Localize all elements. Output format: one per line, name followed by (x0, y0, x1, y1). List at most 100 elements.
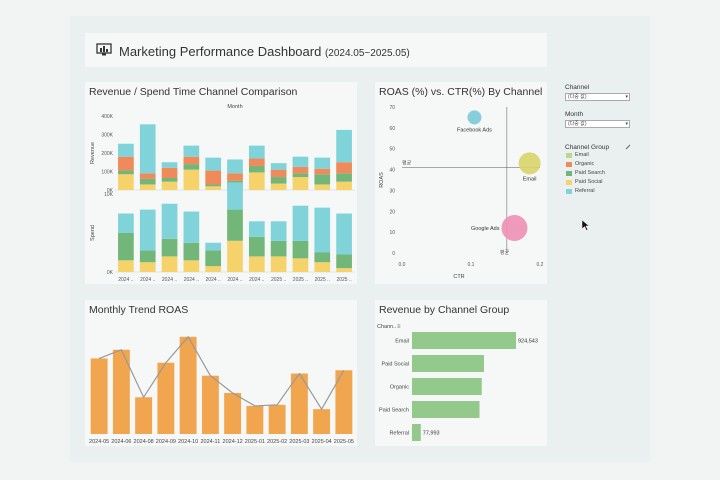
month-tick-label: 2024-08 (134, 439, 154, 445)
legend-item[interactable]: Email (566, 152, 589, 158)
revenue-bar-segment (205, 186, 222, 190)
revenue-bar-segment (336, 181, 352, 190)
month-tick-label: 2025-01 (245, 439, 265, 445)
spend-bar-segment (139, 250, 156, 263)
revenue-bar-segment (248, 145, 265, 159)
legend-label: Referral (575, 188, 595, 194)
channel-group-label: Organic (390, 385, 410, 391)
month-tick-label: 2024-06 (111, 439, 131, 445)
legend-item[interactable]: Paid Social (566, 179, 603, 185)
revenue-bar-segment (336, 162, 352, 174)
revenue-bar-segment (314, 168, 331, 175)
roas-tick-label: 10 (389, 230, 395, 236)
spend-bar-segment (118, 260, 134, 272)
month-tick-label: 2025-02 (267, 439, 287, 445)
spend-bar-segment (314, 252, 331, 263)
ctr-axis-title: CTR (453, 274, 464, 280)
month-tick-label: 2024-05 (89, 439, 109, 445)
revenue-tick-label: 0K (107, 188, 114, 194)
spend-bar-segment (139, 209, 156, 251)
legend-pin-icon[interactable] (625, 144, 631, 150)
bubble-label: Email (523, 176, 537, 182)
roas-bar (201, 375, 219, 434)
revenue-bar-segment (314, 184, 331, 190)
avg-roas-label: 평균 (402, 159, 412, 166)
spend-bar-segment (314, 207, 331, 253)
revenue-bar-segment (183, 164, 200, 170)
legend-item[interactable]: Referral (566, 188, 595, 194)
month-tick-label: 2025-03 (289, 439, 309, 445)
roas-tick-label: 0 (392, 251, 395, 257)
revenue-tick-label: 100K (101, 170, 113, 176)
revenue-bar-segment (292, 177, 309, 190)
legend-swatch (566, 161, 572, 167)
spend-bar-segment (183, 260, 200, 272)
roas-tick-label: 40 (389, 168, 395, 174)
month-tick-label: 2025 .. (271, 277, 286, 283)
month-tick-label: 2024-11 (200, 439, 220, 445)
month-tick-label: 2024 .. (162, 277, 177, 283)
revenue-bar-segment (183, 169, 200, 190)
revenue-bar-segment (248, 172, 265, 190)
channel-revenue-bar (412, 355, 484, 372)
spend-tick-label: 0K (107, 270, 114, 276)
dashboard-header: Marketing Performance Dashboard (2024.05… (85, 33, 547, 67)
spend-bar-segment (270, 240, 287, 257)
spend-bar-segment (183, 242, 200, 261)
roas-tick-label: 60 (389, 126, 395, 132)
spend-bar-segment (248, 221, 265, 237)
legend-item[interactable]: Organic (566, 161, 594, 167)
month-tick-label: 2024-10 (178, 439, 198, 445)
spend-bar-segment (118, 213, 134, 233)
roas-tick-label: 30 (389, 188, 395, 194)
spend-axis-title: Spend (90, 225, 96, 241)
bubble-point (467, 110, 482, 125)
channel-axis-title: Chann.. (377, 324, 397, 330)
roas-bar (246, 405, 264, 434)
channel-revenue-bar (412, 424, 421, 441)
bubble-point (501, 214, 528, 241)
revenue-bar-segment (205, 157, 222, 171)
title-text: Marketing Performance Dashboard (119, 44, 322, 59)
month-tick-label: 2024 .. (227, 277, 242, 283)
roas-bar (290, 373, 308, 434)
revenue-bar-segment (314, 157, 331, 169)
roas-bar (179, 336, 197, 434)
revenue-bar-segment (292, 156, 309, 167)
spend-bar-segment (183, 211, 200, 243)
spend-bar-segment (336, 213, 352, 255)
channel-revenue-bar (412, 378, 482, 395)
revenue-bar-segment (227, 159, 243, 174)
revenue-bar-segment (183, 145, 200, 157)
revenue-bar-segment (161, 162, 178, 168)
month-tick-label: 2025 .. (336, 277, 351, 283)
month-filter-select[interactable]: (다중 값) ▾ (565, 120, 630, 128)
legend-label: Paid Search (575, 170, 605, 176)
roas-bar (90, 358, 108, 434)
revenue-bar-segment (227, 173, 243, 181)
revenue-bar-segment (205, 184, 222, 187)
channel-filter-select[interactable]: (다중 값) ▾ (565, 93, 630, 101)
revenue-bar-segment (270, 169, 287, 178)
revenue-bar-segment (314, 174, 331, 185)
spend-bar-segment (270, 221, 287, 241)
month-tick-label: 2024-09 (156, 439, 176, 445)
title-period: (2024.05~2025.05) (324, 48, 410, 59)
spend-tick-label: 10K (104, 192, 114, 198)
spend-bar-segment (227, 209, 243, 241)
cursor-icon (582, 220, 590, 231)
revenue-bar-segment (183, 156, 200, 165)
month-tick-label: 2024 .. (206, 277, 221, 283)
channel-filter-value: (다중 값) (568, 94, 587, 100)
channel-revenue-bar (412, 401, 480, 418)
spend-bar-segment (205, 266, 222, 272)
ctr-tick-label: 0.0 (399, 262, 406, 268)
revenue-bar-segment (139, 124, 156, 174)
revenue-tick-label: 200K (101, 151, 113, 157)
roas-tick-label: 20 (389, 209, 395, 215)
bubble-point (518, 152, 541, 175)
revenue-bar-segment (270, 177, 287, 184)
legend-item[interactable]: Paid Search (566, 170, 605, 176)
revenue-bar-segment (336, 129, 352, 163)
